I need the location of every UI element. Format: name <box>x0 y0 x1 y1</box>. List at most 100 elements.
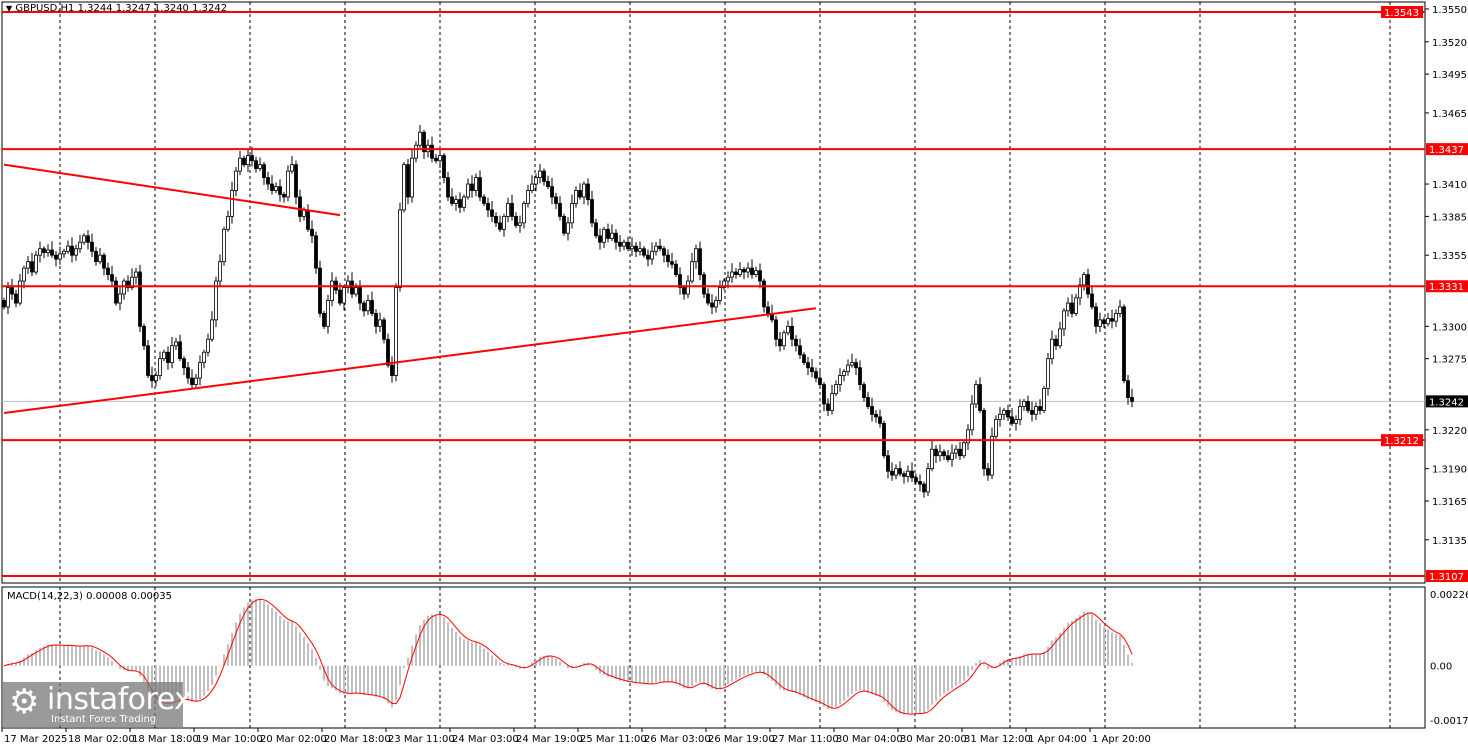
macd-bar <box>899 665 901 714</box>
triangle-down-icon[interactable]: ▼ <box>6 4 13 13</box>
candle-bearish <box>666 254 670 263</box>
price-axis-label: 1.3135 <box>1432 536 1467 547</box>
macd-bar <box>27 654 29 666</box>
candle-bullish <box>82 235 86 243</box>
candle-bearish <box>42 248 46 254</box>
macd-bar <box>923 665 925 714</box>
macd-bar <box>19 660 21 666</box>
macd-bar <box>907 665 909 714</box>
macd-bar <box>79 646 81 666</box>
candle-bullish <box>1098 319 1102 327</box>
macd-bar <box>739 665 741 678</box>
macd-bar <box>707 665 709 687</box>
candle-bearish <box>658 245 662 250</box>
candle-bullish <box>286 170 290 198</box>
macd-bar <box>127 665 129 672</box>
macd-bar <box>947 665 949 692</box>
macd-bar <box>659 665 661 682</box>
candle-bearish <box>278 186 282 195</box>
symbol-ohlc-label: GBPUSD,H1 1.3244 1.3247 1.3240 1.3242 <box>15 3 228 14</box>
candle-bearish <box>822 384 826 405</box>
candle-bearish <box>818 377 822 385</box>
candle-bearish <box>482 196 486 204</box>
candle-bearish <box>86 235 90 243</box>
macd-bar <box>1123 644 1125 666</box>
macd-bar <box>147 665 149 691</box>
candle-bullish <box>610 232 614 239</box>
macd-bar <box>183 665 185 700</box>
macd-bar <box>135 665 137 671</box>
candle-bearish <box>734 271 738 276</box>
macd-bar <box>299 632 301 666</box>
candle-bullish <box>654 245 658 252</box>
candle-bullish <box>602 228 606 243</box>
time-axis-label: 24 Mar 03:00 <box>452 734 519 745</box>
time-axis-label: 30 Mar 04:00 <box>836 734 903 745</box>
candle-bullish <box>846 364 850 373</box>
candle-bullish <box>1074 297 1078 314</box>
macd-bar <box>815 665 817 703</box>
candle-bearish <box>54 254 58 260</box>
macd-bar <box>619 665 621 681</box>
time-axis-label: 1 Apr 20:00 <box>1092 734 1151 745</box>
candle-bearish <box>1054 338 1058 347</box>
macd-bar <box>879 665 881 698</box>
candle-bearish <box>858 367 862 385</box>
candle-bullish <box>1050 338 1054 360</box>
candle-bullish <box>926 468 930 493</box>
macd-bar <box>783 665 785 691</box>
candle-bullish <box>1046 358 1050 389</box>
level-price-tag <box>1426 143 1468 156</box>
candle-bullish <box>938 451 942 457</box>
macd-bar <box>291 621 293 666</box>
macd-bar <box>411 645 413 666</box>
candle-bearish <box>806 362 810 369</box>
macd-bar <box>807 665 809 700</box>
candle-bearish <box>458 199 462 208</box>
macd-bar <box>515 665 517 668</box>
macd-bar <box>367 665 369 695</box>
candle-bearish <box>866 397 870 407</box>
macd-bar <box>943 665 945 694</box>
candle-bullish <box>206 338 210 353</box>
candle-bearish <box>742 269 746 273</box>
macd-bar <box>843 665 845 701</box>
candle-bearish <box>854 362 858 369</box>
macd-bar <box>239 613 241 666</box>
macd-bar <box>919 665 921 714</box>
candle-bearish <box>126 280 130 288</box>
candle-bullish <box>1118 306 1122 314</box>
macd-bar <box>727 665 729 684</box>
macd-bar <box>251 599 253 666</box>
candle-bullish <box>414 144 418 159</box>
candle-bullish <box>1082 274 1086 286</box>
price-axis-label: 1.3550 <box>1432 5 1467 16</box>
macd-bar <box>211 665 213 686</box>
macd-bar <box>451 627 453 666</box>
time-axis-label: 19 Mar 10:00 <box>196 734 263 745</box>
macd-bar <box>375 665 377 697</box>
candle-bearish <box>386 338 390 366</box>
macd-bar <box>223 654 225 666</box>
candle-bearish <box>646 254 650 260</box>
macd-bar <box>591 665 593 667</box>
candle-bearish <box>682 287 686 295</box>
candle-bullish <box>6 287 10 308</box>
candle-bearish <box>1010 416 1014 424</box>
macd-bar <box>735 665 737 680</box>
candle-bearish <box>918 481 922 485</box>
candle-bearish <box>634 245 638 252</box>
candle-bullish <box>26 261 30 269</box>
candle-bearish <box>546 181 550 188</box>
candle-bearish <box>446 177 450 198</box>
macd-bar <box>803 665 805 698</box>
time-axis-label: 18 Mar 18:00 <box>132 734 199 745</box>
macd-bar <box>699 665 701 683</box>
macd-bar <box>31 653 33 666</box>
current-price-tag <box>1426 395 1468 408</box>
candle-bearish <box>1110 318 1114 322</box>
macd-bar <box>379 665 381 698</box>
macd-bar <box>1075 618 1077 666</box>
macd-bar <box>587 663 589 666</box>
